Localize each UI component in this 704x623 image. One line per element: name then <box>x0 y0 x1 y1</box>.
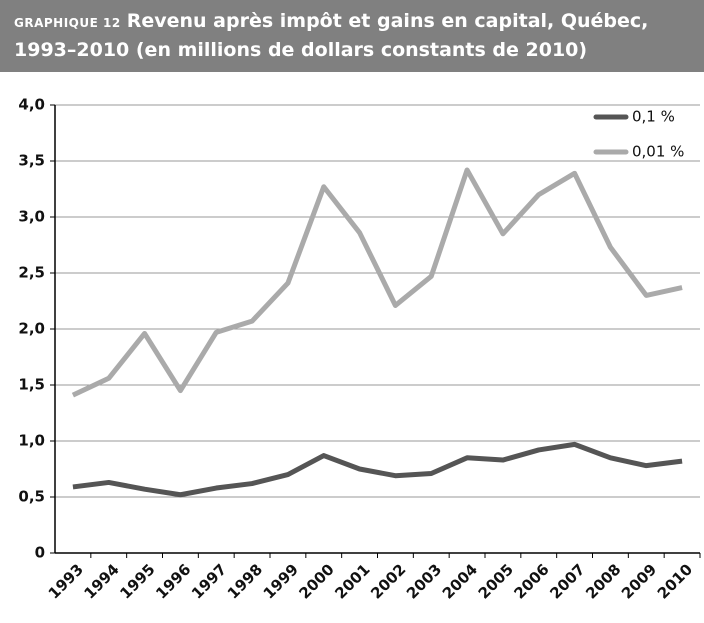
x-tick-label: 2007 <box>546 560 588 602</box>
y-tick-label: 3,5 <box>18 152 45 170</box>
legend-label: 0,1 % <box>632 108 675 126</box>
x-tick-label: 1997 <box>188 560 230 602</box>
chart-label: GRAPHIQUE 12 <box>14 16 121 30</box>
x-tick-label: 1999 <box>260 560 302 602</box>
y-tick-label: 0 <box>35 544 45 562</box>
chart: 00,51,01,52,02,53,03,54,0199319941995199… <box>18 96 701 603</box>
y-tick-label: 3,0 <box>18 208 45 226</box>
y-tick-label: 2,5 <box>18 264 45 282</box>
y-tick-label: 2,0 <box>18 320 45 338</box>
x-tick-label: 2006 <box>511 560 553 602</box>
x-tick-label: 2004 <box>439 560 481 602</box>
series-line <box>71 167 683 398</box>
chart-title: Revenu après impôt et gains en capital, … <box>14 10 649 61</box>
x-tick-label: 2008 <box>582 560 624 602</box>
x-tick-label: 1996 <box>152 560 194 602</box>
x-tick-label: 1998 <box>224 560 266 602</box>
legend-label: 0,01 % <box>632 143 684 161</box>
x-tick-label: 2000 <box>296 560 338 602</box>
y-tick-label: 0,5 <box>18 488 45 506</box>
x-tick-label: 2001 <box>331 560 373 602</box>
header: GRAPHIQUE 12 Revenu après impôt et gains … <box>0 0 704 72</box>
x-tick-label: 1993 <box>45 560 87 602</box>
x-tick-label: 2003 <box>403 560 445 602</box>
y-tick-label: 4,0 <box>18 96 45 114</box>
x-tick-label: 1994 <box>81 560 123 602</box>
x-tick-label: 2009 <box>618 560 660 602</box>
x-tick-label: 1995 <box>116 560 158 602</box>
x-tick-label: 2005 <box>475 560 517 602</box>
y-tick-label: 1,5 <box>18 376 45 394</box>
y-tick-label: 1,0 <box>18 432 45 450</box>
x-tick-label: 2002 <box>367 560 409 602</box>
series-line <box>72 441 683 498</box>
x-tick-label: 2010 <box>654 560 696 602</box>
